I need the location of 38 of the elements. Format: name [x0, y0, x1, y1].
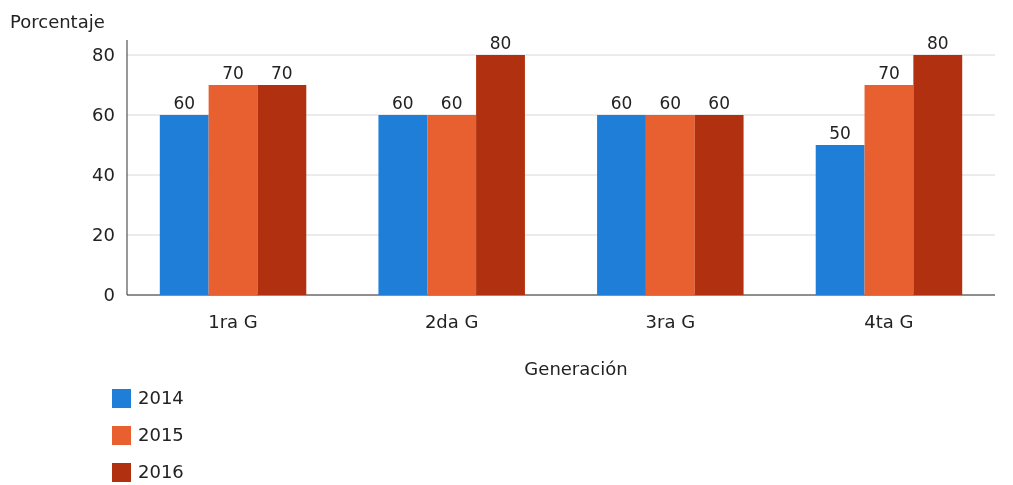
bar — [476, 55, 525, 295]
data-label: 70 — [271, 63, 293, 83]
data-label: 60 — [610, 93, 633, 113]
y-tick-label: 20 — [92, 224, 115, 246]
data-label: 60 — [659, 93, 682, 113]
data-label: 60 — [392, 93, 414, 113]
y-axis-title: Porcentaje — [10, 11, 105, 32]
data-label: 60 — [173, 93, 196, 113]
data-label: 60 — [708, 93, 730, 113]
bar — [257, 85, 307, 295]
legend-label: 2014 — [138, 387, 184, 409]
x-tick-label: 4ta G — [864, 311, 914, 332]
bar — [913, 55, 963, 295]
bar — [597, 115, 646, 295]
x-tick-label: 3ra G — [645, 311, 696, 332]
bar — [378, 115, 428, 295]
data-label: 80 — [926, 33, 949, 53]
bar — [694, 115, 744, 295]
legend-label: 2015 — [138, 424, 184, 446]
y-tick-label: 40 — [92, 164, 115, 186]
y-tick-label: 80 — [92, 44, 115, 66]
y-tick-label: 0 — [103, 284, 115, 306]
data-label: 50 — [829, 123, 851, 143]
x-tick-label: 1ra G — [208, 311, 258, 332]
x-axis-title: Generación — [524, 358, 628, 379]
y-tick-label: 60 — [92, 104, 115, 126]
data-label: 70 — [878, 63, 900, 83]
x-tick-label: 2da G — [424, 311, 479, 332]
bar — [645, 115, 695, 295]
data-label: 80 — [489, 33, 512, 53]
bar — [427, 115, 477, 295]
bar — [815, 145, 865, 295]
legend-label: 2016 — [138, 461, 184, 483]
bar — [159, 115, 209, 295]
data-label: 70 — [222, 63, 244, 83]
bar — [208, 85, 258, 295]
bar — [864, 85, 914, 295]
data-label: 60 — [440, 93, 463, 113]
